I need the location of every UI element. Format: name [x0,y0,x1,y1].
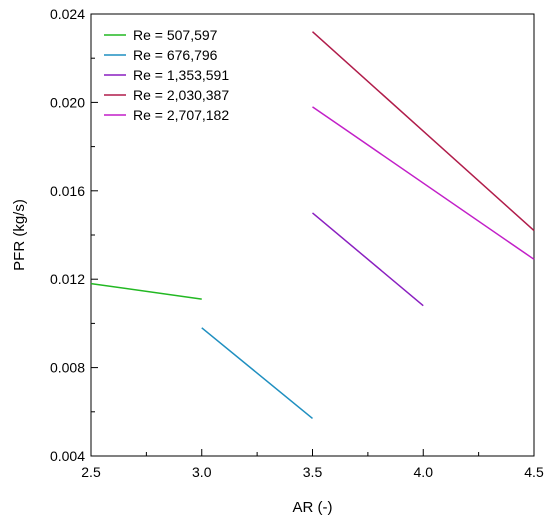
x-axis-ticks: 2.5 3.0 3.5 4.0 4.5 [81,449,544,480]
x-tick-label: 3.5 [303,464,323,480]
x-tick-label: 3.0 [192,464,212,480]
x-tick-label: 4.0 [414,464,434,480]
legend-label-3: Re = 1,353,591 [133,67,229,83]
y-tick-label: 0.016 [50,183,85,199]
y-axis-ticks: 0.004 0.008 0.012 0.016 0.020 0.024 [50,6,98,464]
y-tick-label: 0.020 [50,94,85,110]
legend-label-1: Re = 507,597 [133,27,218,43]
series-lines [90,31,535,420]
y-tick-label: 0.008 [50,360,85,376]
y-axis-title: PFR (kg/s) [11,199,28,271]
x-tick-label: 2.5 [81,464,101,480]
x-axis-title: AR (-) [293,499,333,516]
legend-label-5: Re = 2,707,182 [133,107,229,123]
series-line-1 [90,282,202,300]
series-line-2 [201,327,313,420]
series-line-3 [312,212,424,307]
y-tick-label: 0.004 [50,448,85,464]
y-tick-label: 0.012 [50,271,85,287]
legend-label-2: Re = 676,796 [133,47,218,63]
y-tick-label: 0.024 [50,6,85,22]
series-line-4 [311,31,535,232]
legend: Re = 507,597 Re = 676,796 Re = 1,353,591 Re… [104,27,229,123]
series-line-5 [312,106,535,260]
legend-label-4: Re = 2,030,387 [133,87,229,103]
x-tick-label: 4.5 [524,464,544,480]
